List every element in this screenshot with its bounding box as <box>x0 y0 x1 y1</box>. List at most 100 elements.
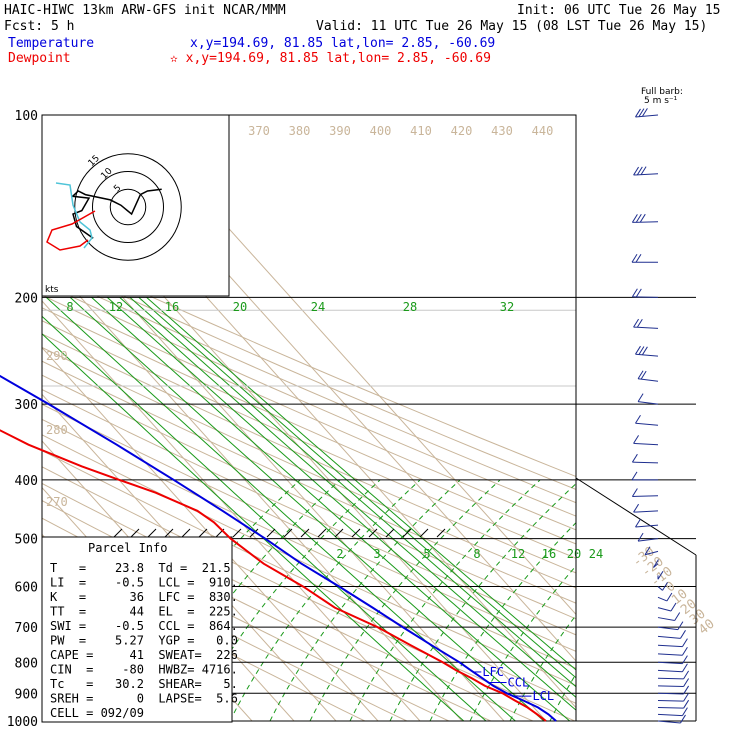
moist-adiabat-2 <box>189 479 381 721</box>
wind-barb-feather-200-1 <box>635 288 642 298</box>
tick-500-19 <box>436 528 446 538</box>
wind-barb-feather-125-0 <box>633 166 639 176</box>
wind-barb-feather-975-0 <box>682 707 688 716</box>
wind-barb-625 <box>657 592 673 602</box>
tick-500-4 <box>181 528 191 538</box>
perspective-lines <box>113 477 697 722</box>
legend-temperature: Temperature <box>8 36 94 51</box>
plot-frame <box>41 114 577 722</box>
wind-barb-800 <box>657 655 688 665</box>
moist-adiabat-1 <box>149 479 341 721</box>
mixing-label-lower-12: 12 <box>511 547 525 561</box>
legend-dewpoint-coords: ✫ x,y=194.69, 81.85 lat,lon= 2.85, -60.6… <box>170 51 491 66</box>
moist-adiabat-4 <box>269 479 461 721</box>
wind-barb-feather-275-1 <box>640 370 647 380</box>
legend-dewpoint: Dewpoint <box>8 51 71 66</box>
parcel-row-7: CIN = -80 HWBZ= 4716. <box>50 663 238 677</box>
wind-barb-staff-350 <box>633 442 659 446</box>
parcel-info-rows: T = 23.8 Td = 21.5LI = -0.5 LCL = 910.K … <box>50 561 238 720</box>
parcel-levels: ELLFCCCLLCL <box>473 665 554 703</box>
dry-adiabat-460 <box>42 246 576 478</box>
wind-barb-feather-125-2 <box>640 166 647 175</box>
wind-barb-feather-175-1 <box>635 254 642 263</box>
wind-barb-925 <box>657 692 690 702</box>
wind-barb-staff-950 <box>657 707 684 709</box>
wind-barb-feather-350-0 <box>633 435 639 444</box>
dry-adiabat-410 <box>42 307 576 545</box>
dry-adiabat-300 <box>42 466 576 721</box>
wind-barb-feather-200-0 <box>631 288 638 298</box>
wind-barb-950 <box>657 699 690 709</box>
wind-barb-feather-850-0 <box>683 670 690 680</box>
wind-barb-850 <box>657 670 690 680</box>
wind-barb-900 <box>657 685 690 695</box>
hodograph-ring-15 <box>74 153 182 261</box>
wind-barb-feather-125-1 <box>636 166 643 176</box>
hodograph-trace <box>70 188 162 239</box>
wind-barb-feather-575-0 <box>657 570 664 580</box>
moist-adiabat-0 <box>109 479 301 721</box>
dry-adiabat-400 <box>42 320 576 559</box>
dry-adiabat-340 <box>42 403 576 652</box>
wind-barb-feather-150-0 <box>631 214 638 223</box>
wind-barb-staff-625 <box>657 596 668 602</box>
legend-temperature-coords: x,y=194.69, 81.85 lat,lon= 2.85, -60.69 <box>190 36 495 51</box>
wind-barb-750 <box>657 638 688 648</box>
dry-adiabat-350 <box>42 389 576 636</box>
wind-barb-staff-475 <box>635 524 659 528</box>
wind-barb-1000 <box>657 714 686 724</box>
wind-barb-staff-600 <box>657 586 663 591</box>
wind-barb-staff-1000 <box>657 720 681 724</box>
wind-barb-feather-325-0 <box>635 414 641 424</box>
theta-label-430: 430 <box>491 124 513 138</box>
perspective-top <box>575 477 697 556</box>
header-valid: Valid: 11 UTC Tue 26 May 15 (08 LST Tue … <box>316 19 707 34</box>
wind-barb-staff-325 <box>635 422 659 426</box>
parcel-row-2: K = 36 LFC = 830. <box>50 590 238 604</box>
wind-barb-125 <box>633 166 659 176</box>
wind-barb-feather-275-0 <box>637 370 644 379</box>
wind-barb-staff-900 <box>657 692 684 695</box>
wind-barb-650 <box>657 602 677 612</box>
wind-barb-feather-400-0 <box>631 471 638 481</box>
wind-barb-staff-800 <box>657 661 683 665</box>
parcel-info-title: Parcel Info <box>88 541 167 555</box>
mixing-label-upper-20: 20 <box>233 300 247 314</box>
tick-500-9 <box>266 528 276 538</box>
wind-barb-250 <box>635 345 659 357</box>
wind-barb-975 <box>657 707 688 717</box>
hodograph-ring-10 <box>92 171 164 243</box>
wind-barb-feather-100-0 <box>635 108 641 118</box>
pressure-label-500: 500 <box>15 533 38 548</box>
theta-label-370: 370 <box>248 124 270 138</box>
wind-barb-staff-875 <box>657 685 684 688</box>
dry-adiabat-440 <box>42 269 576 504</box>
wind-barb-feather-525-0 <box>644 546 651 556</box>
mixing-label-lower-16: 16 <box>542 547 556 561</box>
mixing-label-upper-28: 28 <box>403 300 417 314</box>
tick-500-5 <box>198 528 208 538</box>
barb-legend-unit: 5 m s⁻¹ <box>644 96 678 106</box>
tick-500-15 <box>368 528 378 538</box>
tick-500-3 <box>164 528 174 538</box>
mixing-ratio-labels: 8 12 16 20 24 28 32 2 3 5 8 12 16 20 24 <box>66 300 603 561</box>
pressure-label-600: 600 <box>15 581 38 596</box>
theta-label-440: 440 <box>532 124 554 138</box>
wind-barb-feather-250-0 <box>635 345 641 355</box>
wind-barb-400 <box>631 471 658 481</box>
parcel-info-box <box>41 536 233 723</box>
tick-500-10 <box>283 528 293 538</box>
level-label-LFC: LFC <box>482 665 504 679</box>
wind-barb-feather-375-0 <box>631 453 638 463</box>
wind-barb-feather-650-0 <box>670 602 677 612</box>
tick-500-16 <box>385 528 395 538</box>
theta-left-label-270: 270 <box>46 495 68 509</box>
pressure-label-800: 800 <box>15 656 38 671</box>
wind-barb-500 <box>637 532 659 542</box>
tick-500-0 <box>113 528 123 538</box>
wind-barb-feather-150-2 <box>639 213 646 223</box>
tick-500-18 <box>419 528 429 538</box>
hodograph-red-trace <box>46 210 96 251</box>
wind-barb-staff-525 <box>644 550 659 556</box>
